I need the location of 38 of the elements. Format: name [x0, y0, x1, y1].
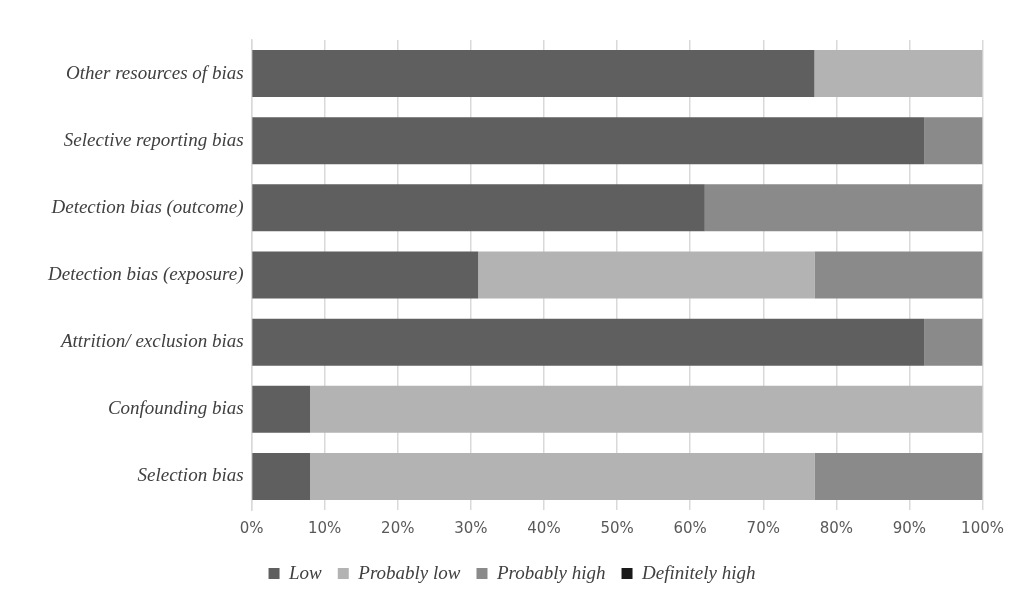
bar: [252, 117, 925, 165]
x-tick-label: 0%: [239, 518, 264, 537]
x-tick-label: 90%: [892, 518, 927, 537]
bar: [814, 452, 983, 500]
x-tick-label: 20%: [381, 518, 415, 537]
legend-label: Probably high: [495, 561, 606, 583]
y-tick-label: Confounding bias: [107, 397, 244, 419]
x-tick-label: 60%: [673, 518, 707, 537]
bar: [924, 318, 983, 366]
y-tick-label: Attrition/ exclusion bias: [58, 330, 244, 352]
bar: [252, 385, 311, 433]
bar: [310, 452, 815, 500]
bar: [252, 184, 705, 232]
y-tick-label: Selective reporting bias: [63, 128, 244, 150]
y-tick-label: Detection bias (outcome): [50, 195, 244, 218]
x-tick-label: 10%: [307, 518, 342, 537]
bar: [310, 385, 983, 433]
bar: [252, 50, 815, 98]
x-tick-label: 40%: [527, 518, 561, 537]
x-tick-label: 80%: [819, 518, 854, 537]
bar: [924, 117, 983, 165]
bar: [704, 184, 983, 232]
x-tick-label: 30%: [454, 518, 488, 537]
bar: [814, 251, 983, 299]
y-tick-label: Detection bias (exposure): [46, 263, 244, 285]
y-tick-label: Other resources of bias: [66, 61, 244, 83]
x-tick-label: 100%: [961, 518, 1004, 537]
x-tick-label: 70%: [746, 518, 780, 537]
bar: [252, 318, 925, 366]
bar: [252, 452, 311, 500]
bar: [814, 50, 983, 98]
legend-label: Low: [288, 561, 323, 583]
bar: [252, 251, 479, 299]
x-tick-label: 50%: [600, 518, 634, 537]
legend-label: Definitely high: [641, 561, 756, 583]
y-tick-label: Selection bias: [137, 464, 244, 486]
bar: [478, 251, 815, 299]
legend-label: Probably low: [357, 561, 461, 583]
